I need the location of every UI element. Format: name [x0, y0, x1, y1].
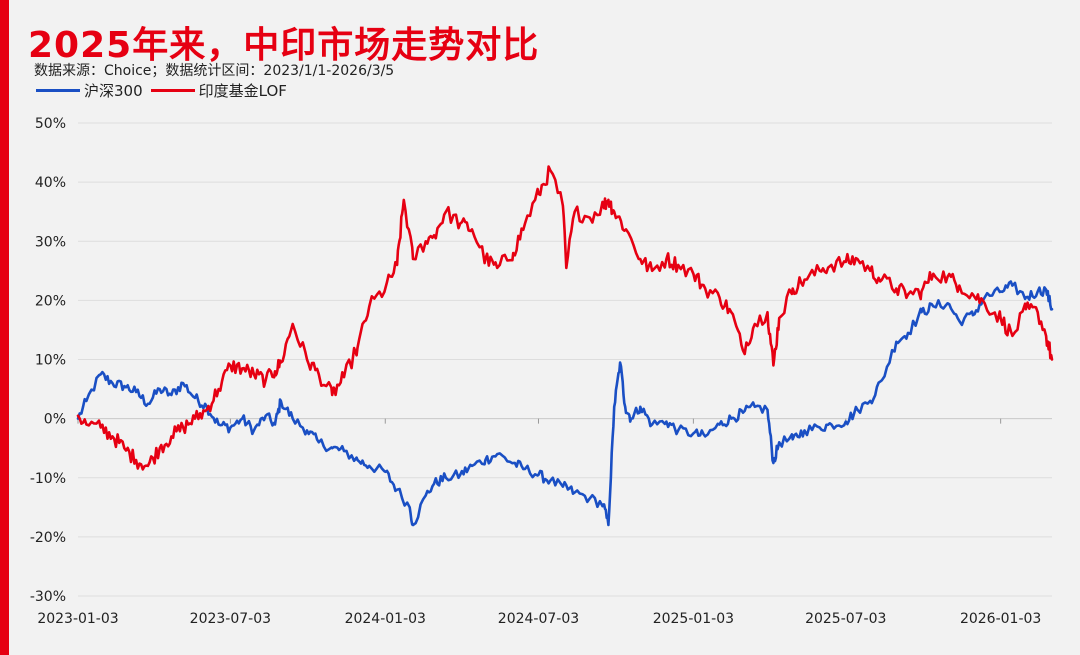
y-tick-label: 30% [35, 234, 66, 250]
legend: 沪深300 印度基金LOF [36, 80, 295, 101]
legend-item-hs300: 沪深300 [36, 80, 143, 101]
y-tick-label: 50% [35, 116, 66, 132]
chart-subtitle: 数据来源：Choice；数据统计区间：2023/1/1-2026/3/5 [34, 63, 395, 79]
y-tick-label: 20% [35, 293, 66, 309]
x-tick-label: 2025-07-03 [805, 611, 886, 627]
x-tick-label: 2023-01-03 [37, 611, 118, 627]
legend-swatch-hs300 [36, 89, 80, 92]
x-tick-label: 2024-07-03 [498, 611, 579, 627]
x-tick-label: 2023-07-03 [190, 611, 271, 627]
legend-swatch-india-lof [150, 89, 195, 92]
x-tick-label: 2025-01-03 [653, 611, 734, 627]
y-tick-label: 10% [35, 353, 66, 369]
series-line-india-lof [76, 165, 1054, 471]
x-tick-label: 2024-01-03 [345, 611, 426, 627]
y-tick-label: 40% [35, 175, 66, 191]
accent-bar [0, 0, 9, 655]
y-tick-label: 0% [44, 412, 66, 428]
legend-label-hs300: 沪深300 [84, 82, 143, 100]
series-line-hs300 [76, 280, 1054, 527]
y-tick-label: -30% [30, 589, 66, 605]
x-tick-label: 2026-01-03 [960, 611, 1041, 627]
chart-title: 2025年来，中印市场走势对比 [28, 25, 540, 66]
legend-item-india-lof: 印度基金LOF [150, 80, 287, 101]
legend-label-india-lof: 印度基金LOF [198, 82, 287, 100]
y-tick-label: -10% [30, 471, 66, 487]
y-tick-label: -20% [30, 530, 66, 546]
